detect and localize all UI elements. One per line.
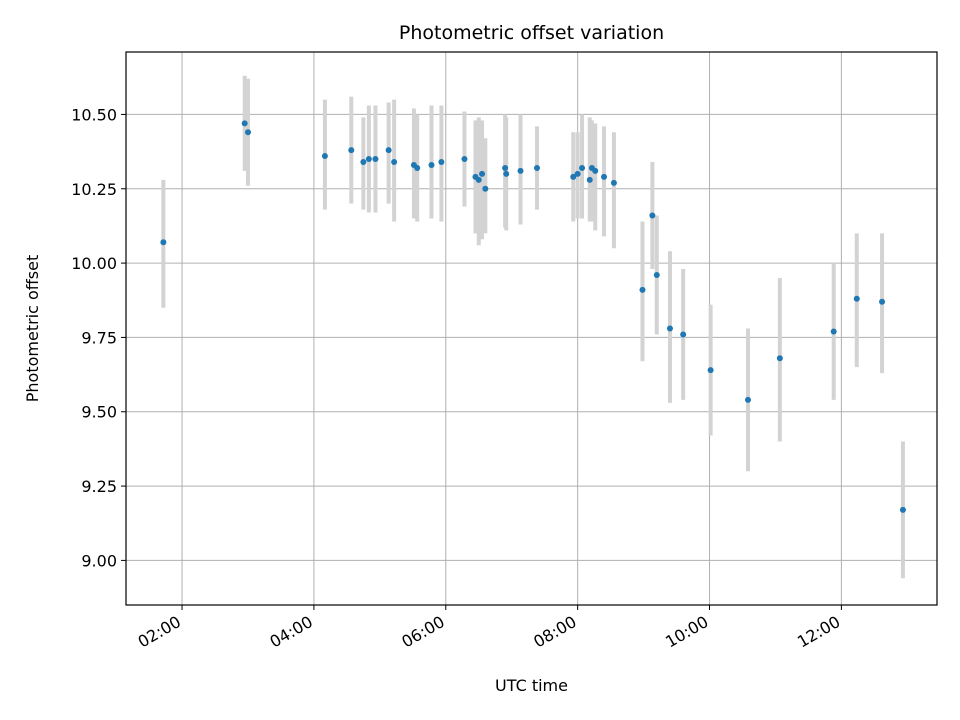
data-point bbox=[244, 129, 251, 136]
y-tick-label: 9.00 bbox=[81, 551, 117, 570]
data-point bbox=[360, 159, 367, 166]
data-point bbox=[776, 355, 783, 362]
y-tick-label: 9.25 bbox=[81, 477, 117, 496]
y-tick-label: 9.75 bbox=[81, 328, 117, 347]
data-point bbox=[385, 147, 392, 154]
data-point bbox=[502, 164, 509, 171]
y-tick-label: 10.00 bbox=[71, 254, 117, 273]
data-point bbox=[592, 167, 599, 174]
data-point bbox=[533, 164, 540, 171]
data-point bbox=[570, 173, 577, 180]
data-point bbox=[879, 298, 886, 305]
data-point bbox=[414, 164, 421, 171]
data-point bbox=[899, 506, 906, 513]
y-axis-label: Photometric offset bbox=[23, 255, 42, 403]
data-point bbox=[365, 156, 372, 163]
data-point bbox=[479, 170, 486, 177]
data-point bbox=[653, 271, 660, 278]
data-point bbox=[744, 396, 751, 403]
data-point bbox=[639, 286, 646, 293]
data-point bbox=[438, 159, 445, 166]
data-point bbox=[160, 239, 167, 246]
data-point bbox=[680, 331, 687, 338]
y-tick-label: 10.25 bbox=[71, 180, 117, 199]
data-point bbox=[579, 164, 586, 171]
data-point bbox=[601, 173, 608, 180]
x-axis-label: UTC time bbox=[495, 676, 568, 695]
data-point bbox=[391, 159, 398, 166]
data-point bbox=[503, 170, 510, 177]
data-point bbox=[428, 161, 435, 168]
data-point bbox=[482, 185, 489, 192]
data-point bbox=[610, 179, 617, 186]
plot-frame bbox=[125, 51, 938, 606]
data-point bbox=[830, 328, 837, 335]
data-point bbox=[586, 176, 593, 183]
data-point bbox=[241, 120, 248, 127]
data-point bbox=[348, 147, 355, 154]
data-point bbox=[649, 212, 656, 219]
data-point bbox=[461, 156, 468, 163]
data-points bbox=[160, 120, 906, 513]
data-point bbox=[853, 295, 860, 302]
data-point bbox=[517, 167, 524, 174]
data-point bbox=[707, 367, 714, 374]
chart-title: Photometric offset variation bbox=[399, 22, 664, 44]
data-point bbox=[372, 156, 379, 163]
y-axis-ticks: 9.00 9.25 9.50 9.75 10.00 10.25 10.50 bbox=[71, 105, 126, 570]
y-tick-label: 10.50 bbox=[71, 105, 117, 124]
data-point bbox=[574, 170, 581, 177]
data-point bbox=[321, 153, 328, 160]
data-point bbox=[666, 325, 673, 332]
data-point bbox=[475, 176, 482, 183]
y-tick-label: 9.50 bbox=[81, 403, 117, 422]
